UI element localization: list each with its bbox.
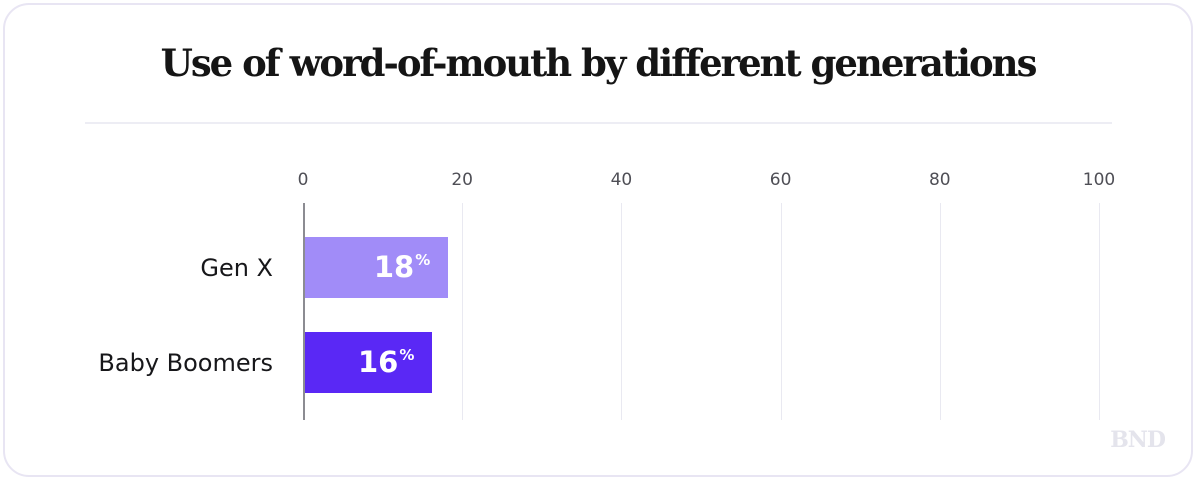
bar-value-label: 16 — [357, 345, 399, 379]
bar: 18% — [305, 237, 449, 298]
x-tick-label: 20 — [451, 170, 474, 190]
x-tick-label: 100 — [1082, 170, 1116, 190]
y-axis-line — [303, 203, 305, 420]
brand-watermark: BND — [1110, 427, 1166, 453]
bar: 16% — [305, 332, 433, 393]
bar-value-unit: % — [399, 345, 415, 364]
category-label: Baby Boomers — [98, 348, 273, 377]
x-tick-label: 40 — [610, 170, 633, 190]
x-gridline — [1099, 203, 1100, 420]
bar-value-label: 18 — [373, 250, 415, 284]
x-tick-label: 0 — [297, 170, 309, 190]
x-gridline — [462, 203, 464, 420]
x-gridline — [621, 203, 623, 420]
x-tick-label: 80 — [928, 170, 951, 190]
x-gridline — [939, 203, 941, 420]
x-tick-label: 60 — [769, 170, 792, 190]
bar-value-unit: % — [415, 250, 431, 269]
category-label: Gen X — [200, 253, 273, 282]
bar-chart-plot-area: 0 20 40 60 80 100 Gen X 18% Baby Boomers 16% — [98, 170, 1115, 420]
chart-title: Use of word-of-mouth by different genera… — [160, 41, 1038, 85]
title-divider — [85, 122, 1112, 124]
chart-card: Use of word-of-mouth by different genera… — [3, 3, 1193, 477]
x-gridline — [780, 203, 782, 420]
